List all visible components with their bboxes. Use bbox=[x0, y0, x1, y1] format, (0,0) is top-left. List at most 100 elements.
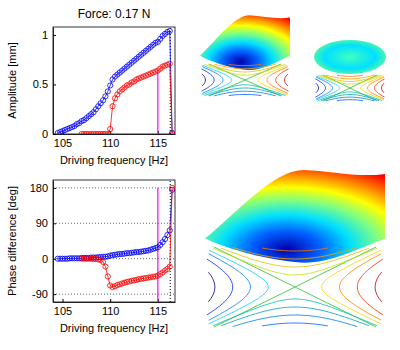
contour-line bbox=[316, 83, 319, 93]
mode-surface bbox=[205, 170, 385, 263]
nodal-line bbox=[209, 64, 281, 96]
data-point bbox=[162, 236, 167, 241]
mode-contours bbox=[201, 64, 288, 96]
background bbox=[0, 0, 400, 350]
tick-mark bbox=[53, 294, 56, 295]
mode-shapes bbox=[200, 15, 386, 327]
data-point bbox=[108, 83, 113, 88]
series-line bbox=[58, 190, 172, 259]
plot-frame bbox=[53, 27, 175, 134]
contour-line bbox=[285, 74, 288, 86]
contour-line bbox=[326, 75, 375, 79]
tick-label: 105 bbox=[54, 137, 72, 149]
contour-line bbox=[202, 67, 223, 94]
tick-label: 115 bbox=[150, 137, 168, 149]
tick: 105 bbox=[54, 299, 72, 317]
contour-line bbox=[276, 69, 289, 91]
mode-surface bbox=[314, 40, 386, 74]
contour-line bbox=[208, 272, 214, 302]
contour-line bbox=[214, 91, 275, 96]
x-axis-title: Driving frequency [Hz] bbox=[60, 322, 168, 334]
series-line bbox=[82, 64, 173, 134]
contour-line bbox=[337, 75, 363, 77]
contour-line bbox=[326, 97, 375, 101]
contour-line bbox=[267, 67, 288, 94]
chart-title: Force: 0.17 N bbox=[78, 7, 151, 21]
nodal-line bbox=[214, 247, 376, 327]
contour-line bbox=[357, 259, 383, 315]
tick: 90 bbox=[36, 217, 56, 229]
tick-mark bbox=[110, 299, 111, 302]
data-point bbox=[103, 264, 108, 269]
series-line bbox=[58, 31, 172, 133]
y-axis-title: Phase difference [deg] bbox=[6, 186, 18, 296]
contour-line bbox=[202, 74, 205, 86]
plot-data bbox=[55, 27, 175, 134]
tick-label: 1 bbox=[42, 29, 48, 41]
contour-line bbox=[214, 64, 275, 69]
contour-line bbox=[375, 272, 381, 302]
tick: 180 bbox=[30, 182, 56, 194]
tick: 110 bbox=[102, 299, 120, 317]
tick-mark bbox=[53, 188, 56, 189]
tick-label: 180 bbox=[30, 182, 48, 194]
contour-line bbox=[375, 79, 385, 97]
mode-contours bbox=[315, 75, 384, 101]
contour-line bbox=[368, 77, 384, 99]
contour-line bbox=[321, 75, 379, 81]
data-point bbox=[170, 131, 175, 134]
data-point bbox=[108, 126, 113, 131]
tick: 0 bbox=[42, 128, 56, 140]
tick-mark bbox=[63, 299, 64, 302]
grid-line bbox=[53, 187, 175, 188]
data-point bbox=[170, 185, 175, 190]
x-axis-title: Driving frequency [Hz] bbox=[60, 154, 168, 166]
nodal-line bbox=[323, 75, 377, 101]
tick-label: 110 bbox=[102, 305, 120, 317]
axis-line bbox=[53, 181, 54, 303]
plot-data bbox=[55, 180, 175, 302]
data-point bbox=[167, 28, 172, 33]
contour-line bbox=[221, 307, 369, 326]
contour-line bbox=[316, 77, 332, 99]
contour-line bbox=[229, 94, 262, 95]
tick-mark bbox=[53, 223, 56, 224]
nodal-line bbox=[323, 75, 377, 101]
contour-line bbox=[321, 95, 379, 101]
contour-line bbox=[337, 99, 363, 101]
nodal-line bbox=[209, 64, 281, 96]
tick-label: 115 bbox=[150, 305, 168, 317]
data-point bbox=[105, 274, 110, 279]
grid-line bbox=[53, 294, 175, 295]
data-point bbox=[167, 264, 172, 269]
axis-line bbox=[54, 302, 176, 303]
contour-line bbox=[208, 88, 281, 95]
data-point bbox=[105, 89, 110, 94]
tick-label: 105 bbox=[54, 305, 72, 317]
plot-frame bbox=[53, 180, 175, 302]
chart: 10511011500.51Force: 0.17 NDriving frequ… bbox=[6, 7, 176, 166]
tick-mark bbox=[53, 84, 56, 85]
series-line bbox=[82, 188, 173, 287]
contour-line bbox=[382, 83, 385, 93]
contour-line bbox=[340, 254, 382, 320]
tick-label: 0 bbox=[42, 128, 48, 140]
mode-surface bbox=[200, 15, 290, 70]
tick-label: 0 bbox=[42, 253, 48, 265]
nodal-line bbox=[214, 247, 376, 327]
grid-line bbox=[53, 223, 175, 224]
contour-line bbox=[208, 65, 281, 72]
tick: -90 bbox=[32, 288, 56, 300]
figure: 10511011500.51Force: 0.17 NDriving frequ… bbox=[0, 0, 400, 350]
contour-line bbox=[201, 69, 214, 91]
tick: 1 bbox=[42, 29, 56, 41]
contour-line bbox=[315, 79, 325, 97]
contour-line bbox=[262, 323, 328, 326]
contour-line bbox=[233, 247, 357, 259]
y-axis: 00.51 bbox=[33, 28, 56, 141]
y-axis-title: Amplitude [mm] bbox=[6, 42, 18, 118]
data-point bbox=[167, 61, 172, 66]
x-axis: 105110115 bbox=[54, 131, 176, 149]
tick: 0.5 bbox=[33, 78, 56, 90]
y-axis: -90 0 90 180 bbox=[30, 181, 56, 303]
